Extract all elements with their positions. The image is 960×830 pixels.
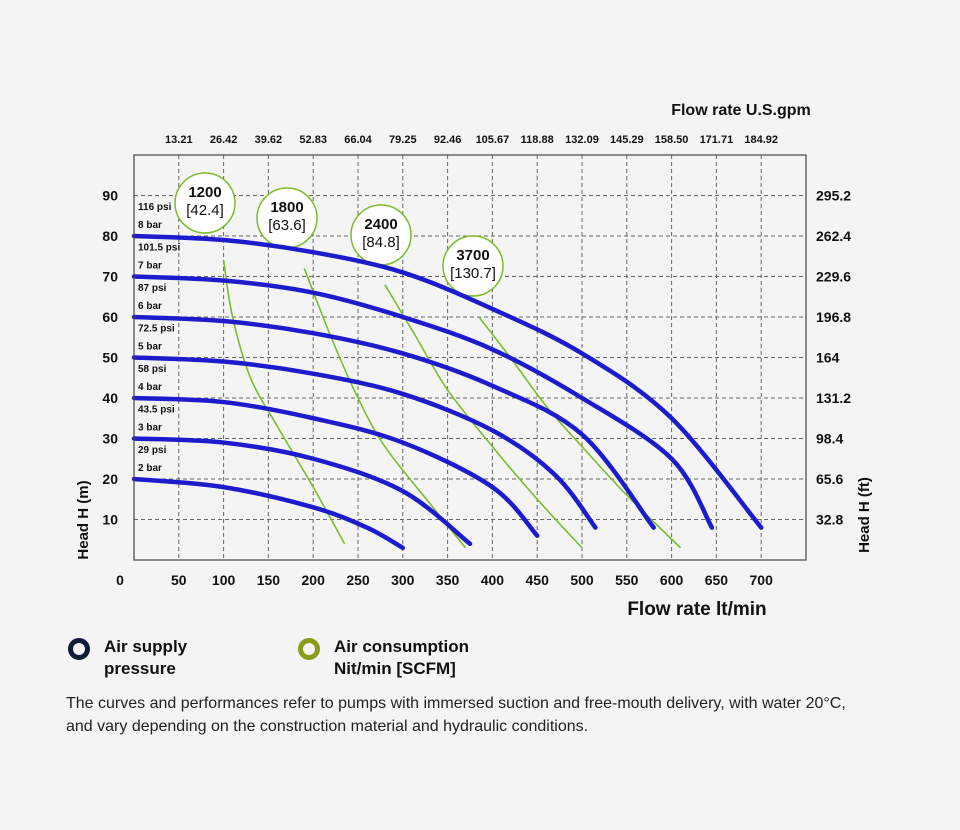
y-tick-label: 70 bbox=[102, 269, 118, 285]
y-tick-label: 40 bbox=[102, 390, 118, 406]
x2-axis-title: Flow rate U.S.gpm bbox=[671, 102, 811, 119]
y2-tick-label: 65.6 bbox=[816, 471, 843, 487]
grid bbox=[134, 155, 806, 560]
pressure-curve-4-bar bbox=[131, 395, 540, 538]
pressure-curve-6-bar bbox=[131, 314, 656, 530]
y2-tick-label: 98.4 bbox=[816, 431, 843, 447]
pressure-curve-3-bar bbox=[131, 436, 473, 547]
psi-label: 43.5 psi bbox=[138, 405, 175, 416]
y2-tick-label: 229.6 bbox=[816, 269, 851, 285]
x-tick-label: 500 bbox=[570, 572, 594, 588]
consumption-label: 3700 bbox=[456, 247, 489, 264]
psi-label: 29 psi bbox=[138, 445, 167, 456]
plot-frame bbox=[133, 154, 807, 561]
y-axis-title: Head H (m) bbox=[75, 480, 92, 559]
x2-tick-label: 171.71 bbox=[700, 134, 734, 146]
pressure-curve-5-bar bbox=[131, 355, 598, 530]
consumption-sublabel: [130.7] bbox=[450, 265, 496, 282]
x2-tick-label: 79.25 bbox=[389, 134, 417, 146]
psi-label: 101.5 psi bbox=[138, 243, 180, 254]
pump-performance-chart: 1200[42.4] 1800[63.6] 2400[84.8] 3700[130.7… bbox=[75, 102, 873, 620]
consumption-label: 1200 bbox=[188, 184, 221, 201]
pressure-curve-7-bar bbox=[131, 274, 715, 530]
consumption-sublabel: [63.6] bbox=[268, 217, 306, 234]
bar-label: 2 bar bbox=[138, 463, 162, 474]
consumption-bubble bbox=[442, 235, 504, 297]
pressure-curves bbox=[131, 233, 764, 551]
x-axis-title: Flow rate lt/min bbox=[627, 599, 766, 620]
y2-axis-title: Head H (ft) bbox=[856, 477, 873, 553]
y-tick-label: 20 bbox=[102, 471, 118, 487]
consumption-ring-icon bbox=[298, 638, 320, 660]
x2-tick-label: 145.29 bbox=[610, 134, 644, 146]
x2-tick-label: 39.62 bbox=[255, 134, 283, 146]
x2-tick-label: 184.92 bbox=[744, 134, 778, 146]
consumption-bubble bbox=[174, 172, 236, 234]
consumption-curve-1800 bbox=[303, 268, 467, 549]
x2-tick-label: 118.88 bbox=[521, 134, 554, 146]
pressure-ring-icon bbox=[68, 638, 90, 660]
psi-label: 87 psi bbox=[138, 283, 167, 294]
x-tick-label: 400 bbox=[481, 572, 505, 588]
x-tick-label: 0 bbox=[116, 572, 124, 588]
x-tick-label: 550 bbox=[615, 572, 639, 588]
psi-label: 116 psi bbox=[138, 202, 172, 213]
labels: 0 50 100 150 200 250 300 350 400 450 500 550 600 650 7… bbox=[75, 102, 873, 620]
x-tick-label: 650 bbox=[705, 572, 729, 588]
x-tick-label: 150 bbox=[257, 572, 281, 588]
bar-label: 7 bar bbox=[138, 261, 162, 272]
x2-tick-label: 13.21 bbox=[165, 134, 193, 146]
bar-label: 3 bar bbox=[138, 423, 162, 434]
x2-tick-label: 132.09 bbox=[565, 134, 599, 146]
legend-pressure-label: Air supply pressure bbox=[104, 637, 188, 678]
axes bbox=[133, 154, 807, 561]
x2-tick-label: 66.04 bbox=[344, 134, 372, 146]
legend-consumption-label: Air consumption Nit/min [SCFM] bbox=[334, 637, 470, 678]
x-tick-label: 600 bbox=[660, 572, 684, 588]
psi-label: 58 psi bbox=[138, 364, 167, 375]
y-tick-label: 80 bbox=[102, 228, 118, 244]
pressure-curve-8-bar bbox=[131, 233, 764, 530]
x2-tick-label: 26.42 bbox=[210, 134, 238, 146]
y2-tick-label: 196.8 bbox=[816, 309, 851, 325]
bar-label: 8 bar bbox=[138, 220, 162, 231]
y-tick-label: 50 bbox=[102, 350, 118, 366]
bar-label: 5 bar bbox=[138, 342, 162, 353]
y2-tick-label: 164 bbox=[816, 350, 840, 366]
x-tick-label: 700 bbox=[750, 572, 774, 588]
y2-tick-label: 32.8 bbox=[816, 512, 843, 528]
y2-tick-label: 295.2 bbox=[816, 188, 851, 204]
consumption-curve-2400 bbox=[384, 284, 583, 549]
air-consumption-curves: 1200[42.4] 1800[63.6] 2400[84.8] 3700[130.7… bbox=[174, 172, 682, 549]
y-tick-label: 60 bbox=[102, 309, 118, 325]
psi-label: 72.5 psi bbox=[138, 324, 175, 335]
footnote: The curves and performances refer to pum… bbox=[66, 695, 846, 735]
bar-label: 4 bar bbox=[138, 382, 162, 393]
legend-pressure: Air supply pressure bbox=[68, 636, 187, 680]
y-tick-label: 30 bbox=[102, 431, 118, 447]
x2-tick-label: 92.46 bbox=[434, 134, 462, 146]
y-tick-label: 90 bbox=[102, 188, 118, 204]
x-tick-label: 450 bbox=[526, 572, 550, 588]
consumption-label: 1800 bbox=[270, 199, 303, 216]
x-tick-label: 50 bbox=[171, 572, 187, 588]
y2-tick-label: 131.2 bbox=[816, 390, 851, 406]
x2-tick-label: 105.67 bbox=[476, 134, 510, 146]
x-tick-label: 200 bbox=[302, 572, 326, 588]
x-tick-label: 350 bbox=[436, 572, 460, 588]
x2-tick-label: 158.50 bbox=[655, 134, 689, 146]
x-tick-label: 100 bbox=[212, 572, 236, 588]
consumption-sublabel: [42.4] bbox=[186, 202, 224, 219]
y-tick-label: 10 bbox=[102, 512, 118, 528]
x-tick-label: 300 bbox=[391, 572, 415, 588]
pressure-curve-2-bar bbox=[131, 476, 406, 551]
y2-tick-label: 262.4 bbox=[816, 228, 851, 244]
x-tick-label: 250 bbox=[346, 572, 370, 588]
bar-label: 6 bar bbox=[138, 301, 162, 312]
consumption-label: 2400 bbox=[364, 216, 397, 233]
legend-consumption: Air consumption Nit/min [SCFM] bbox=[298, 636, 469, 680]
x2-tick-label: 52.83 bbox=[299, 134, 327, 146]
consumption-sublabel: [84.8] bbox=[362, 234, 400, 251]
